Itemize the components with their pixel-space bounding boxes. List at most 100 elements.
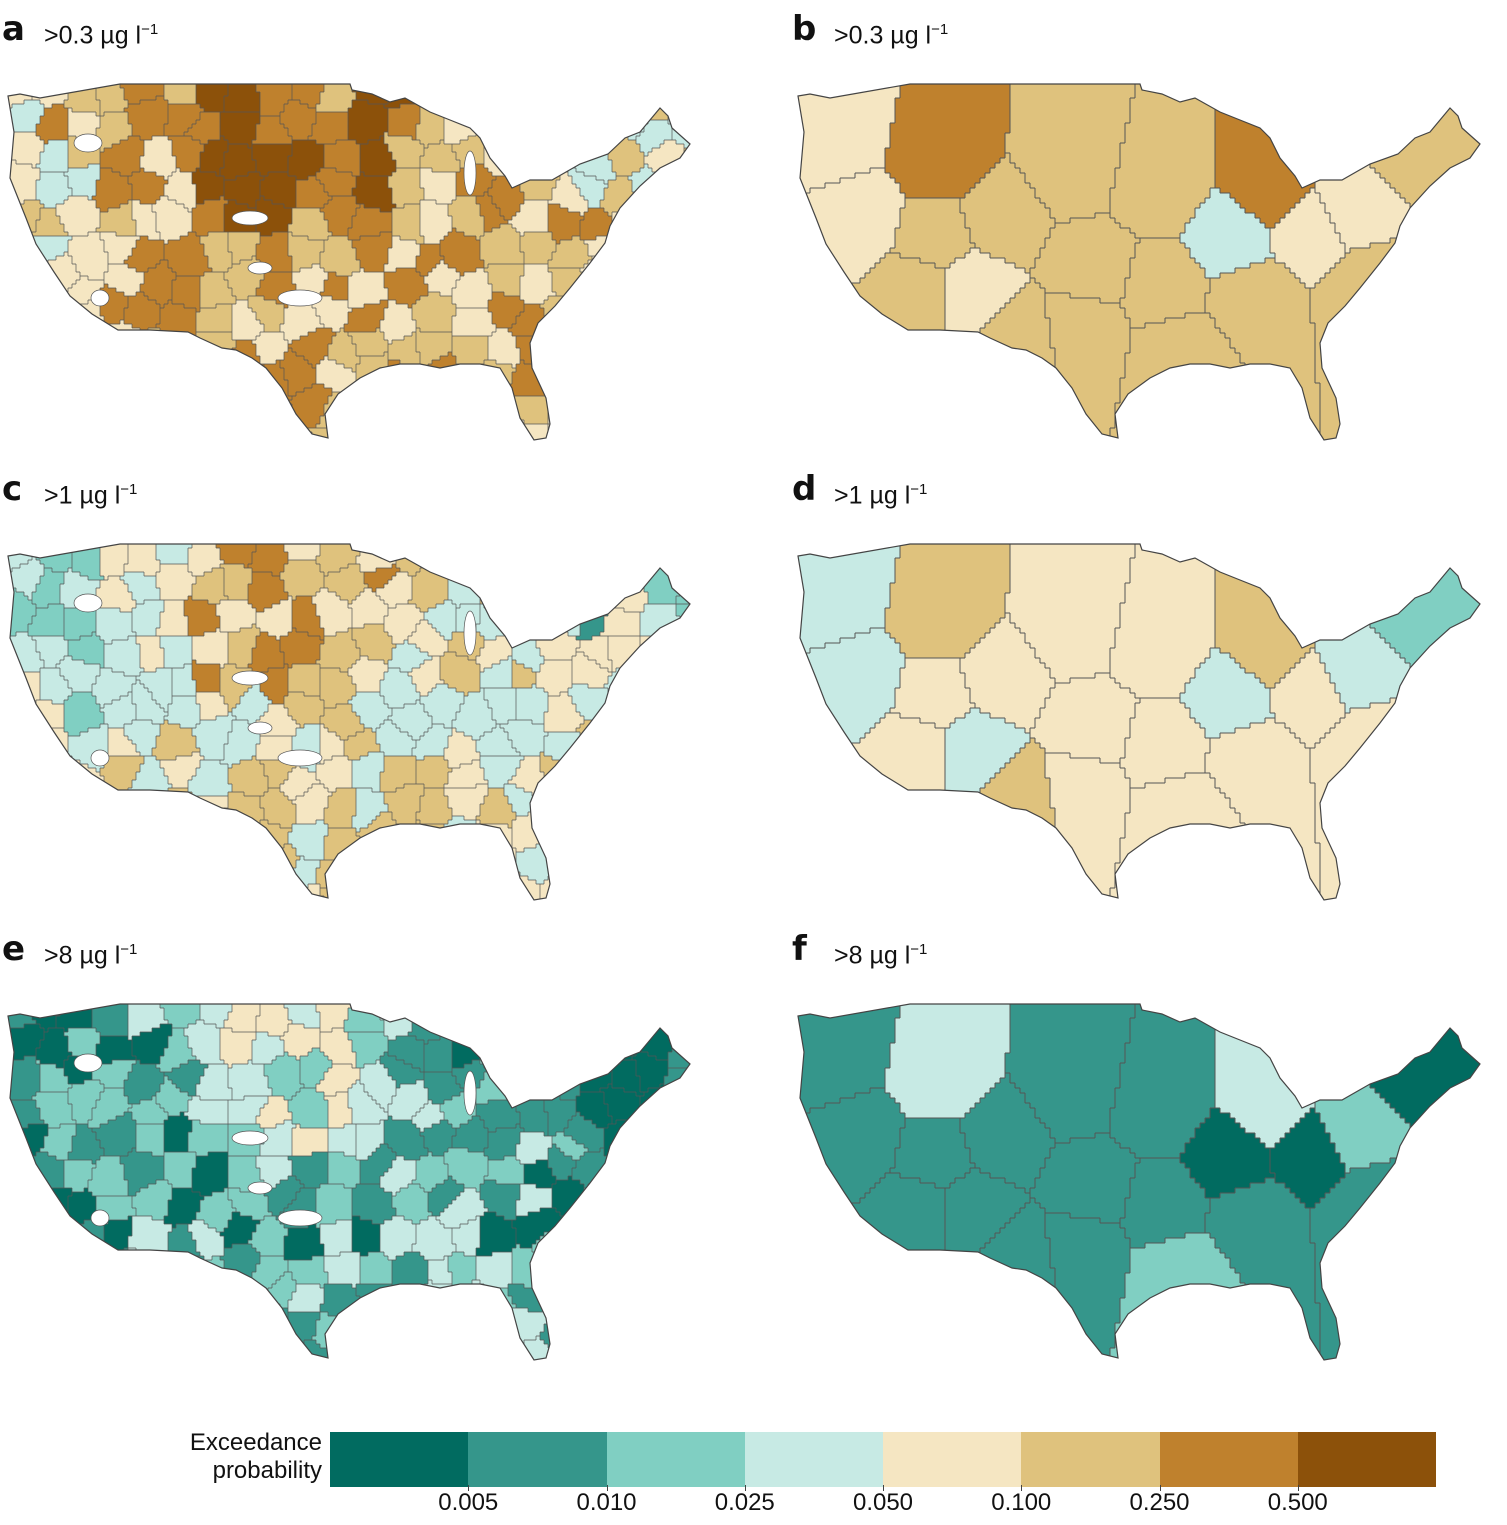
region-cell [60, 292, 65, 297]
region-cell [128, 120, 169, 125]
region-cell [1120, 398, 1271, 404]
region-cell [484, 416, 513, 421]
region-cell [352, 764, 385, 769]
region-cell [548, 392, 585, 397]
region-cell [520, 280, 553, 285]
region-cell [320, 256, 357, 261]
region-cell [100, 664, 105, 669]
region-cell [8, 164, 33, 169]
region-cell [1325, 133, 1341, 139]
region-cell [40, 348, 73, 353]
region-cell [636, 356, 677, 361]
region-cell [536, 680, 573, 685]
region-cell [64, 200, 97, 205]
region-cell [388, 436, 417, 440]
region-cell [160, 640, 193, 645]
region-cell [324, 240, 353, 245]
region-cell [156, 200, 177, 205]
region-cell [612, 248, 645, 253]
region-cell [172, 784, 189, 789]
region-cell [364, 172, 393, 177]
region-cell [416, 688, 433, 693]
region-cell [264, 364, 281, 369]
region-cell [456, 196, 477, 201]
region-cell [572, 664, 601, 669]
region-cell [890, 123, 1011, 129]
region-cell [384, 104, 401, 109]
region-cell [512, 116, 541, 121]
region-cell [544, 792, 589, 797]
region-cell [60, 216, 101, 221]
region-cell [636, 200, 665, 205]
region-cell [100, 332, 145, 337]
region-cell [112, 700, 133, 705]
region-cell [64, 700, 97, 705]
region-cell [288, 380, 317, 385]
region-cell [448, 568, 457, 573]
region-cell [640, 580, 645, 585]
region-cell [1010, 88, 1136, 94]
region-cell [68, 440, 93, 445]
region-cell [915, 423, 1066, 429]
region-cell [1065, 408, 1116, 414]
region-cell [885, 158, 1001, 164]
region-cell [1325, 458, 1507, 464]
region-cell [336, 788, 357, 793]
region-cell [8, 752, 13, 757]
region-cell [708, 636, 721, 641]
region-cell [128, 548, 157, 553]
region-cell [204, 756, 225, 761]
region-cell [24, 100, 41, 105]
region-cell [588, 204, 601, 209]
region-cell [100, 556, 129, 561]
region-cell [128, 116, 169, 121]
region-cell [424, 732, 453, 737]
region-cell [552, 192, 581, 197]
region-cell [508, 616, 549, 621]
region-cell [1130, 108, 1216, 114]
region-cell [288, 400, 329, 405]
region-cell [584, 288, 605, 293]
region-cell [660, 760, 669, 765]
region-cell [200, 280, 229, 285]
region-cell [636, 352, 673, 357]
region-cell [476, 784, 489, 789]
region-cell [444, 748, 477, 753]
region-cell [676, 288, 690, 293]
region-cell [8, 196, 37, 201]
region-cell [308, 332, 337, 337]
region-cell [524, 304, 541, 309]
region-cell [384, 624, 417, 629]
region-cell [544, 796, 589, 801]
region-cell [8, 356, 41, 361]
region-cell [348, 288, 389, 293]
region-cell [1115, 423, 1291, 429]
region-cell [220, 548, 257, 553]
region-cell [428, 292, 441, 297]
region-cell [224, 576, 253, 581]
region-cell [676, 252, 690, 257]
region-cell [798, 283, 851, 289]
region-cell [540, 128, 561, 133]
region-cell [440, 356, 457, 361]
region-cell [616, 172, 633, 177]
region-cell [416, 764, 449, 769]
region-cell [930, 393, 1061, 399]
region-cell [520, 248, 557, 253]
region-cell [1405, 198, 1480, 204]
region-cell [316, 604, 349, 609]
region-cell [168, 104, 201, 109]
region-cell [798, 208, 901, 214]
region-cell [640, 436, 673, 440]
region-cell [140, 200, 157, 205]
region-cell [360, 716, 389, 721]
region-cell [380, 776, 417, 781]
region-cell [572, 340, 609, 345]
region-cell [1345, 253, 1480, 259]
region-cell [464, 732, 485, 737]
region-cell [548, 388, 573, 393]
region-cell [416, 124, 445, 129]
region-cell [100, 312, 125, 317]
region-cell [644, 216, 677, 221]
region-cell [965, 253, 991, 259]
